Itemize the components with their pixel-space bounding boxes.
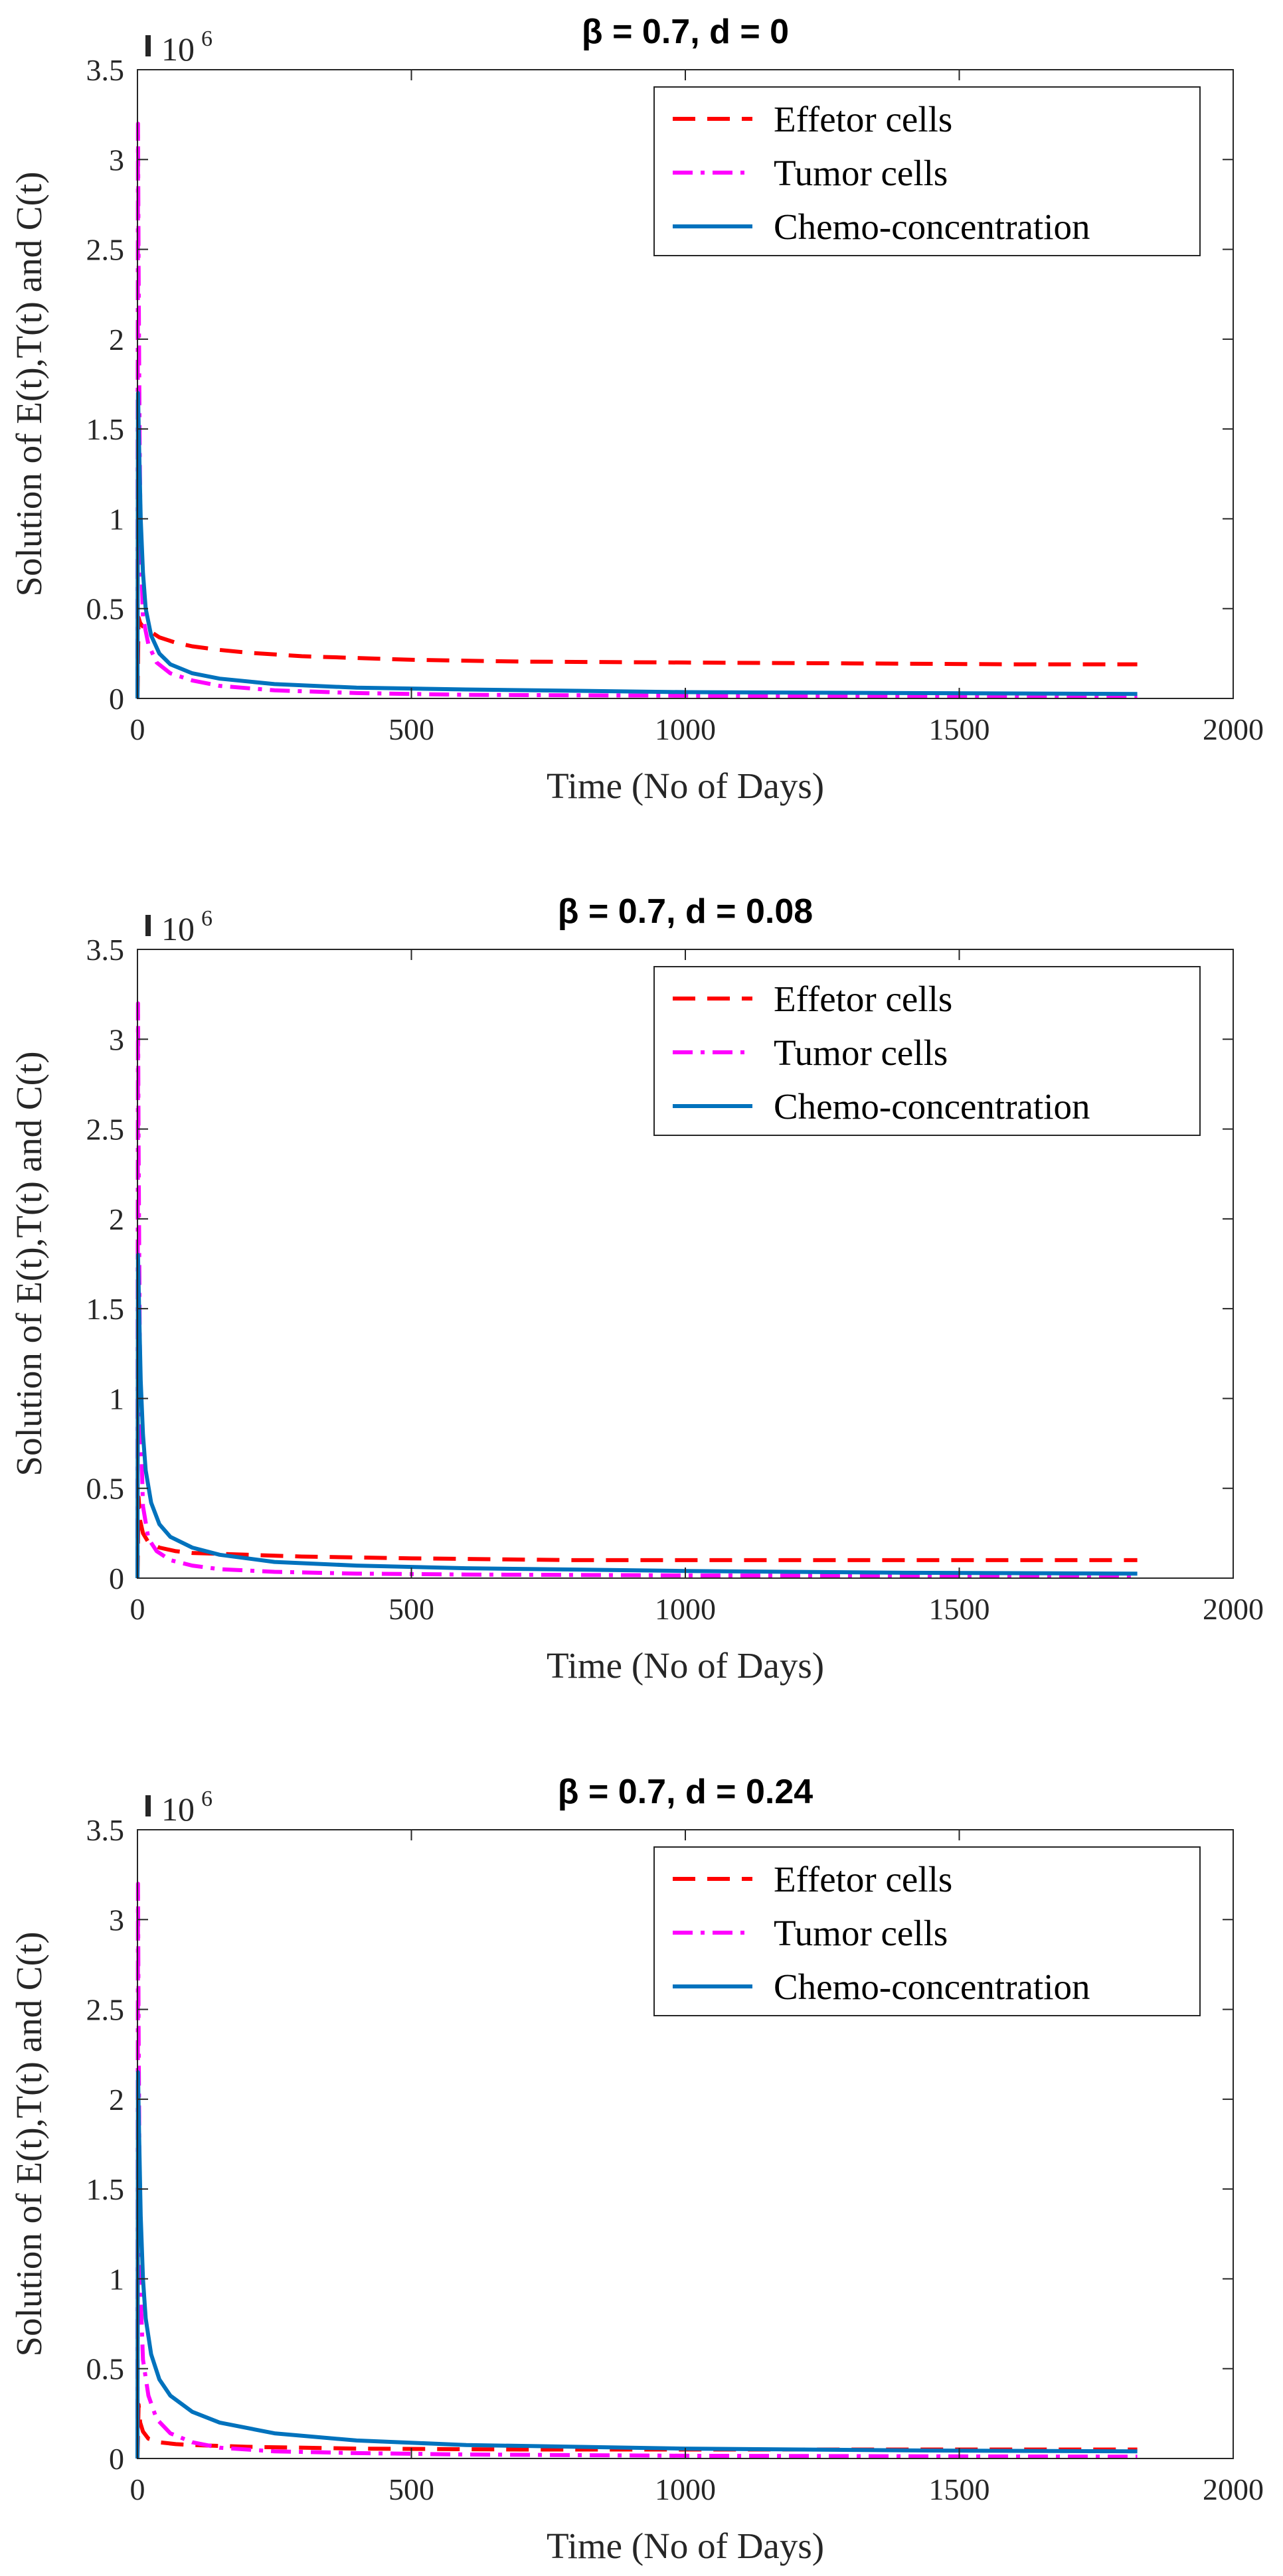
chart-3-x-tick-label: 0 xyxy=(130,2472,145,2506)
chart-1-y-tick-label: 3 xyxy=(109,143,124,177)
chart-2-series-chemo-concentrationline xyxy=(135,1253,1138,1579)
chart-1-series-chemo-concentrationline xyxy=(135,391,1138,699)
chart-1-title: β = 0.7, d = 0 xyxy=(582,13,789,51)
chart-1-x-tick-label: 500 xyxy=(388,712,434,746)
chart-2-x-tick-label: 0 xyxy=(130,1592,145,1626)
chart-1-y-tick-label: 0 xyxy=(109,682,124,716)
chart-2-legend: Effetor cells Tumor cells Chemo-concentrat… xyxy=(653,966,1201,1136)
chart-1-exponent-base: 10 xyxy=(161,31,195,68)
chart-2-exponent-power: 6 xyxy=(201,906,213,931)
chart-1-multiplier-mark xyxy=(145,35,151,56)
chart-2-x-tick-label: 1000 xyxy=(655,1592,716,1626)
chart-1-x-tick-label: 2000 xyxy=(1203,712,1264,746)
chart-2-title: β = 0.7, d = 0.08 xyxy=(558,892,813,931)
chart-2-x-tick-label: 500 xyxy=(388,1592,434,1626)
chart-3-x-tick-label: 2000 xyxy=(1203,2472,1264,2506)
chart-1-legend-label: Chemo-concentration xyxy=(774,206,1090,247)
chart-3-exponent-power: 6 xyxy=(201,1787,213,1811)
chart-1-exponent-power: 6 xyxy=(201,27,213,51)
chart-2: 0 500 1000 1500 2000 0 0.5 1 1.5 2 2.5 3 3.5 10 6 β = 0… xyxy=(9,892,1264,1686)
chart-1-y-tick-label: 1 xyxy=(109,502,124,536)
chart-3-y-tick-label: 0 xyxy=(109,2442,124,2476)
chart-3-exponent-base: 10 xyxy=(161,1791,195,1828)
chart-2-series-effetor-cellsline xyxy=(135,1495,1138,1579)
chart-2-x-tick-label: 1500 xyxy=(929,1592,990,1626)
chart-1: 0 500 1000 1500 2000 0 0.5 1 1.5 2 2.5 3 3.5 10 6 β = 0… xyxy=(9,13,1264,806)
chart-2-legend-label: Chemo-concentration xyxy=(774,1086,1090,1127)
chart-2-y-tick-label: 0 xyxy=(109,1562,124,1595)
chart-3-legend-label: Effetor cells xyxy=(774,1859,952,1899)
chart-2-y-tick-label: 3 xyxy=(109,1022,124,1056)
chart-1-series-tumor-cellsline xyxy=(135,121,1138,699)
chart-3-y-tick-label: 3.5 xyxy=(86,1813,125,1847)
chart-2-x-axis-label: Time (No of Days) xyxy=(547,1645,824,1686)
chart-1-x-tick-label: 1500 xyxy=(929,712,990,746)
chart-3-legend-label: Chemo-concentration xyxy=(774,1967,1090,2007)
chart-3-x-tick-label: 1500 xyxy=(929,2472,990,2506)
chart-3-x-axis-label: Time (No of Days) xyxy=(547,2526,824,2566)
chart-1-y-tick-label: 2 xyxy=(109,323,124,357)
chart-3-y-tick-label: 1 xyxy=(109,2262,124,2296)
chart-2-legend-label: Tumor cells xyxy=(774,1032,948,1073)
chart-1-y-tick-label: 3.5 xyxy=(86,53,125,87)
chart-3-legend: Effetor cells Tumor cells Chemo-concentrat… xyxy=(653,1846,1201,2016)
chart-2-y-tick-label: 1.5 xyxy=(86,1292,125,1326)
chart-1-legend: Effetor cells Tumor cells Chemo-concentrat… xyxy=(653,86,1201,256)
chart-3-y-tick-label: 2 xyxy=(109,2083,124,2117)
chart-1-legend-label: Effetor cells xyxy=(774,99,952,139)
chart-1-x-tick-label: 0 xyxy=(130,712,145,746)
chart-3-y-tick-label: 1.5 xyxy=(86,2172,125,2206)
chart-3: 0 500 1000 1500 2000 0 0.5 1 1.5 2 2.5 3 3.5 10 6 β = 0… xyxy=(9,1773,1264,2566)
chart-2-multiplier-mark xyxy=(145,915,151,936)
chart-2-y-tick-label: 1 xyxy=(109,1382,124,1415)
chart-1-x-axis-label: Time (No of Days) xyxy=(547,765,824,806)
chart-3-y-tick-label: 2.5 xyxy=(86,1993,125,2027)
chart-3-x-tick-label: 500 xyxy=(388,2472,434,2506)
chart-3-title: β = 0.7, d = 0.24 xyxy=(558,1773,813,1811)
chart-1-y-tick-label: 1.5 xyxy=(86,412,125,446)
chart-2-legend-label: Effetor cells xyxy=(774,979,952,1019)
chart-1-y-axis-label: Solution of E(t),T(t) and C(t) xyxy=(9,171,49,596)
chart-2-exponent-base: 10 xyxy=(161,910,195,947)
chart-2-x-tick-label: 2000 xyxy=(1203,1592,1264,1626)
chart-2-y-axis-label: Solution of E(t),T(t) and C(t) xyxy=(9,1051,49,1476)
chart-1-series-effetor-cellsline xyxy=(135,615,1138,699)
chart-3-multiplier-mark xyxy=(145,1795,151,1816)
chart-2-y-tick-label: 3.5 xyxy=(86,933,125,967)
chart-1-legend-label: Tumor cells xyxy=(774,153,948,193)
chart-3-y-tick-label: 3 xyxy=(109,1903,124,1937)
chart-3-x-tick-label: 1000 xyxy=(655,2472,716,2506)
chart-2-y-tick-label: 0.5 xyxy=(86,1472,125,1506)
chart-2-y-tick-label: 2 xyxy=(109,1202,124,1236)
chart-2-y-tick-label: 2.5 xyxy=(86,1113,125,1147)
chart-3-y-axis-label: Solution of E(t),T(t) and C(t) xyxy=(9,1931,49,2356)
chart-1-x-tick-label: 1000 xyxy=(655,712,716,746)
chart-1-y-tick-label: 2.5 xyxy=(86,233,125,267)
chart-3-y-tick-label: 0.5 xyxy=(86,2352,125,2386)
chart-1-y-tick-label: 0.5 xyxy=(86,592,125,626)
chart-3-legend-label: Tumor cells xyxy=(774,1913,948,1953)
